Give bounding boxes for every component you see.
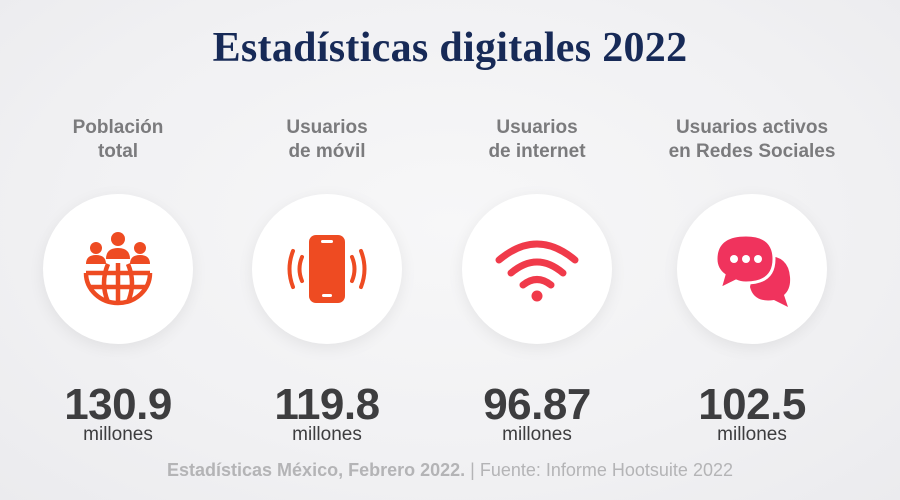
icon-circle — [462, 194, 612, 344]
stat-population: Población total 130.9 millones — [18, 116, 218, 446]
stat-value: 119.8 — [274, 380, 380, 429]
icon-circle — [43, 194, 193, 344]
icon-circle — [252, 194, 402, 344]
stat-social-media-users: Usuarios activos en Redes Sociales 102.5… — [652, 116, 852, 446]
stat-label-line2: en Redes Sociales — [668, 141, 836, 162]
stat-unit: millones — [502, 424, 572, 445]
chat-bubbles-icon — [714, 233, 791, 307]
stat-label-line1: Usuarios — [496, 117, 578, 138]
wifi-icon — [495, 240, 579, 302]
stat-label: Población total — [18, 116, 218, 172]
mobile-phone-icon — [287, 235, 367, 303]
stat-label-line1: Población — [72, 117, 164, 138]
stat-label-line2: total — [97, 141, 139, 162]
icon-circle — [677, 194, 827, 344]
stat-mobile-users: Usuarios de móvil 119.8 millones — [227, 116, 427, 446]
stat-label: Usuarios de móvil — [227, 116, 427, 172]
stat-unit: millones — [292, 424, 362, 445]
stat-value: 96.87 — [483, 380, 591, 429]
stat-label-line2: de móvil — [288, 141, 366, 162]
stat-label-line2: de internet — [488, 141, 586, 162]
stat-internet-users: Usuarios de internet 96.87 millones — [437, 116, 637, 446]
stat-label: Usuarios de internet — [437, 116, 637, 172]
stat-unit: millones — [83, 424, 153, 445]
footer-source: Estadísticas México, Febrero 2022. | Fue… — [0, 460, 900, 481]
population-globe-icon — [83, 232, 153, 306]
stat-label-line1: Usuarios activos — [675, 117, 829, 138]
footer-source-rest: | Fuente: Informe Hootsuite 2022 — [465, 460, 733, 480]
stat-unit: millones — [717, 424, 787, 445]
stat-value: 130.9 — [64, 380, 172, 429]
page-title: Estadísticas digitales 2022 — [212, 25, 688, 71]
stat-label-line1: Usuarios — [286, 117, 368, 138]
stat-label: Usuarios activos en Redes Sociales — [652, 116, 852, 172]
footer-source-bold: Estadísticas México, Febrero 2022. — [167, 460, 466, 480]
stat-value: 102.5 — [698, 380, 806, 429]
